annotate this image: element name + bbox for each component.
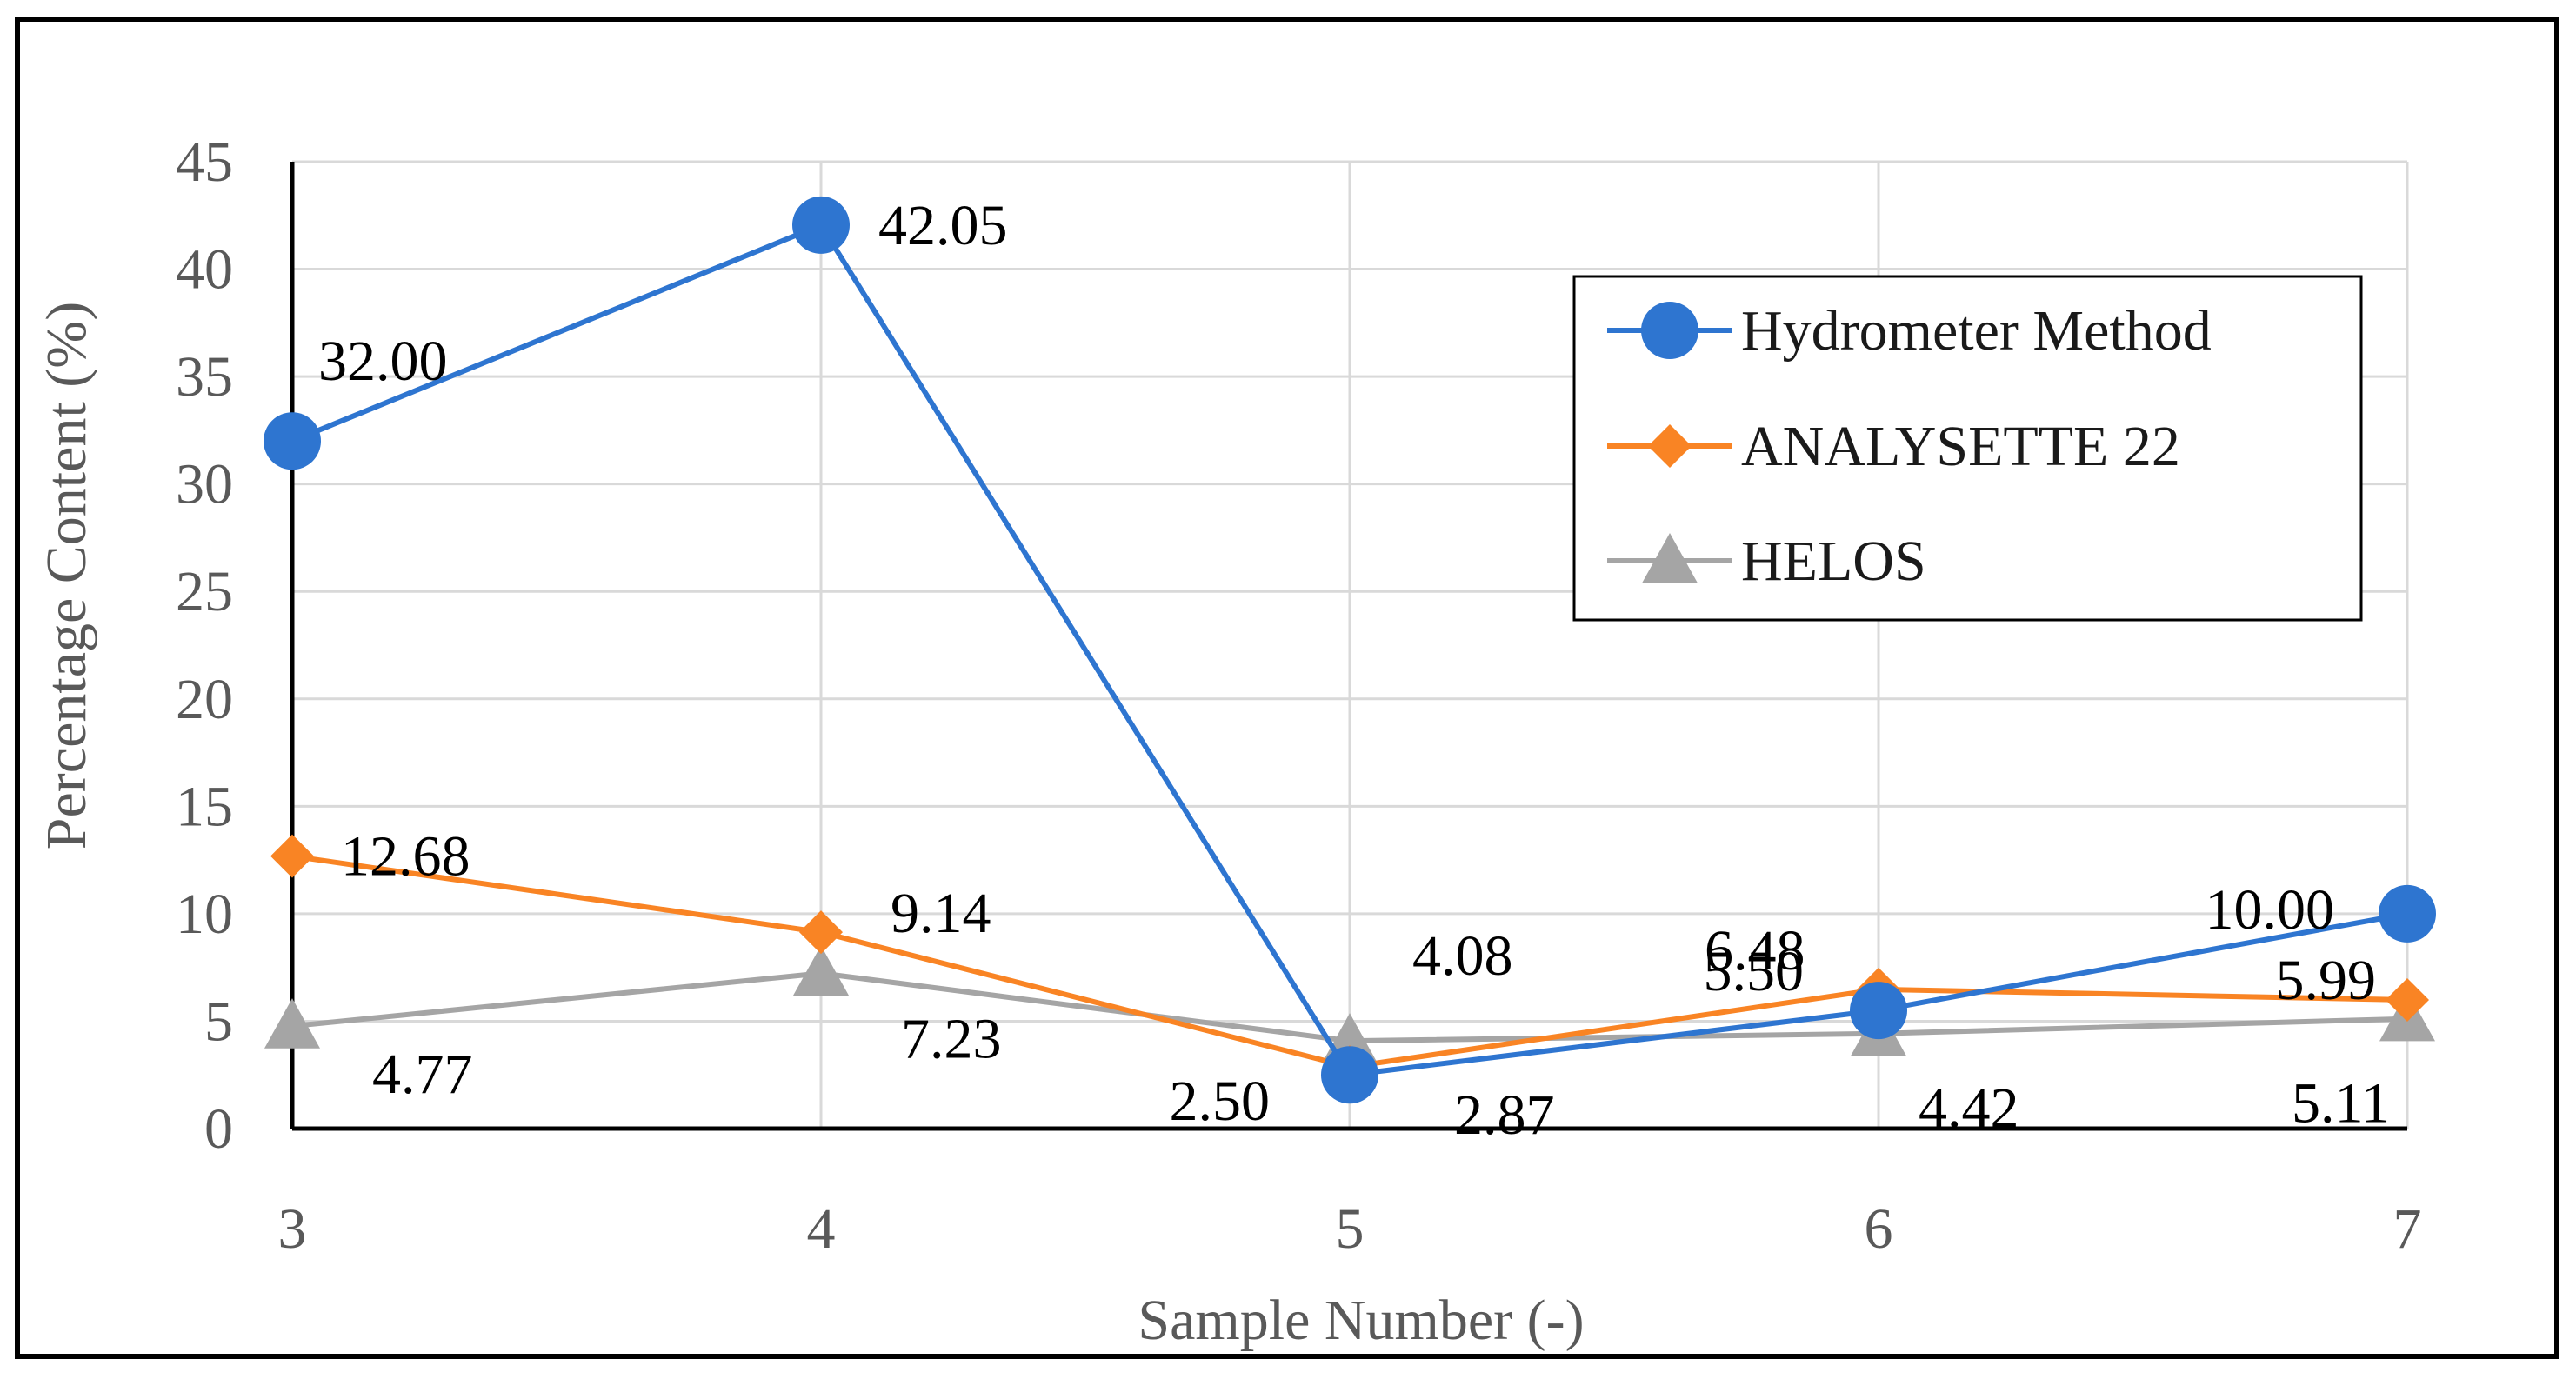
legend-marker [1641, 302, 1698, 359]
x-axis-title: Sample Number (-) [1138, 1289, 1584, 1352]
x-tick-label: 6 [1865, 1197, 1893, 1261]
data-point [1321, 1046, 1378, 1104]
y-tick-label: 5 [204, 989, 233, 1053]
y-tick-label: 45 [176, 130, 233, 194]
data-label: 6.48 [1705, 919, 1805, 983]
series-hydrometer-method [264, 196, 2436, 1104]
legend-marker [1648, 424, 1692, 468]
data-label: 5.99 [2276, 949, 2377, 1012]
data-label: 12.68 [341, 825, 470, 889]
y-tick-label: 15 [176, 775, 233, 838]
x-tick-label: 4 [807, 1197, 836, 1261]
data-point [270, 834, 314, 878]
series-layer [264, 196, 2436, 1104]
legend-label: HELOS [1741, 530, 1926, 593]
data-labels: 32.00 42.05 2.50 5.50 10.00 12.68 9.14 2.87 6.48… [318, 194, 2390, 1147]
data-point [264, 412, 321, 470]
legend-label: ANALYSETTE 22 [1741, 415, 2180, 478]
y-tick-label: 40 [176, 238, 233, 302]
data-label: 5.50 [1704, 940, 1805, 1003]
data-label: 9.14 [891, 882, 991, 945]
axes [290, 162, 2407, 1131]
legend-entry: ANALYSETTE 22 [1607, 415, 2180, 478]
data-point [1850, 982, 1907, 1040]
data-point [264, 998, 320, 1049]
x-tick-label: 7 [2393, 1197, 2422, 1261]
data-point [2386, 977, 2429, 1022]
data-label: 2.50 [1170, 1069, 1271, 1133]
y-tick-label: 30 [176, 453, 233, 516]
data-label: 2.87 [1454, 1083, 1555, 1147]
legend-label: Hydrometer Method [1741, 299, 2212, 363]
data-point [799, 910, 843, 955]
y-tick-labels: 0 5 10 15 20 25 30 35 40 45 [176, 130, 233, 1161]
data-point [2379, 884, 2436, 943]
y-tick-label: 10 [176, 883, 233, 946]
data-label: 4.08 [1412, 924, 1513, 988]
data-label: 32.00 [318, 330, 448, 393]
x-tick-labels: 3 4 5 6 7 [278, 1197, 2422, 1261]
data-point [792, 196, 850, 254]
data-label: 7.23 [901, 1007, 1002, 1070]
x-tick-label: 3 [278, 1197, 307, 1261]
legend: Hydrometer Method ANALYSETTE 22 HELOS [1572, 275, 2363, 622]
legend-entry: HELOS [1607, 530, 1926, 593]
x-tick-label: 5 [1336, 1197, 1365, 1261]
y-tick-label: 20 [176, 668, 233, 731]
data-label: 42.05 [878, 194, 1008, 257]
y-tick-label: 25 [176, 560, 233, 623]
data-label: 4.42 [1919, 1076, 2019, 1140]
data-label: 10.00 [2206, 878, 2335, 942]
y-axis-title: Percentage Content (%) [35, 302, 98, 849]
y-tick-label: 0 [204, 1097, 233, 1161]
chart-frame [15, 17, 2559, 1359]
legend-marker [1642, 533, 1698, 583]
y-tick-label: 35 [176, 345, 233, 409]
data-label: 4.77 [372, 1043, 473, 1106]
data-point [793, 945, 849, 996]
data-label: 5.11 [2292, 1072, 2390, 1136]
legend-entry: Hydrometer Method [1607, 299, 2212, 363]
